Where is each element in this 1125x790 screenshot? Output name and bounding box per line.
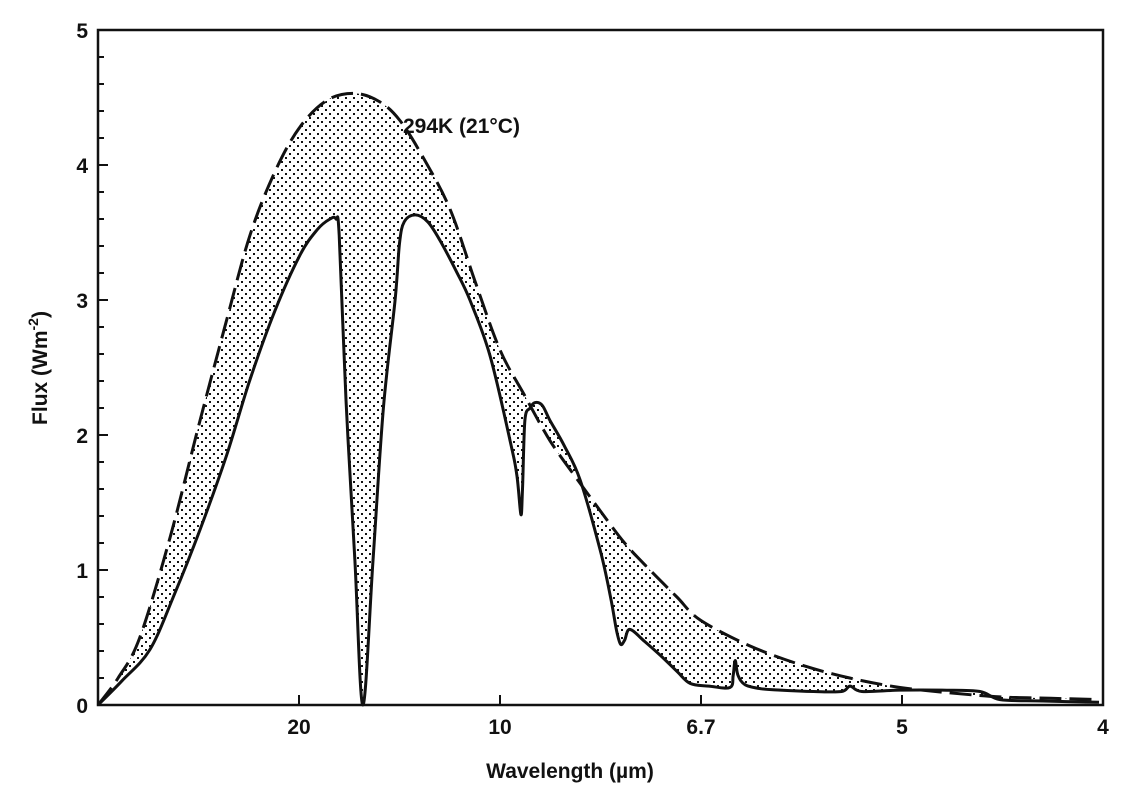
absorbed-flux-stipple-area xyxy=(98,93,1099,706)
series-line-observed-solid xyxy=(96,213,1100,707)
x-tick-label: 20 xyxy=(287,716,310,739)
y-axis-title-close: ) xyxy=(29,311,52,318)
y-tick-label: 2 xyxy=(76,425,88,448)
plot-frame xyxy=(96,28,1105,707)
y-tick-label: 4 xyxy=(76,155,88,178)
x-tick-label: 5 xyxy=(896,716,908,739)
tick-labels: 0 1 2 3 4 5 20 10 6.7 5 4 xyxy=(76,20,1109,739)
x-tick-label: 10 xyxy=(488,716,511,739)
axis-ticks xyxy=(98,29,1104,706)
series-line-blackbody-dashed xyxy=(96,91,1100,706)
y-tick-label: 3 xyxy=(76,290,88,313)
y-tick-label: 0 xyxy=(76,695,88,718)
y-axis-title: Flux (Wm-2) xyxy=(25,311,52,425)
annotation-label: 294K (21°C) xyxy=(403,115,520,138)
y-tick-label: 5 xyxy=(76,20,88,43)
y-axis-title-main: Flux (Wm xyxy=(29,330,52,425)
x-tick-label: 6.7 xyxy=(686,716,715,739)
x-tick-label: 4 xyxy=(1097,716,1109,739)
y-axis-title-superscript: -2 xyxy=(25,318,41,331)
y-tick-label: 1 xyxy=(76,560,88,583)
x-axis-title: Wavelength (µm) xyxy=(486,760,654,783)
